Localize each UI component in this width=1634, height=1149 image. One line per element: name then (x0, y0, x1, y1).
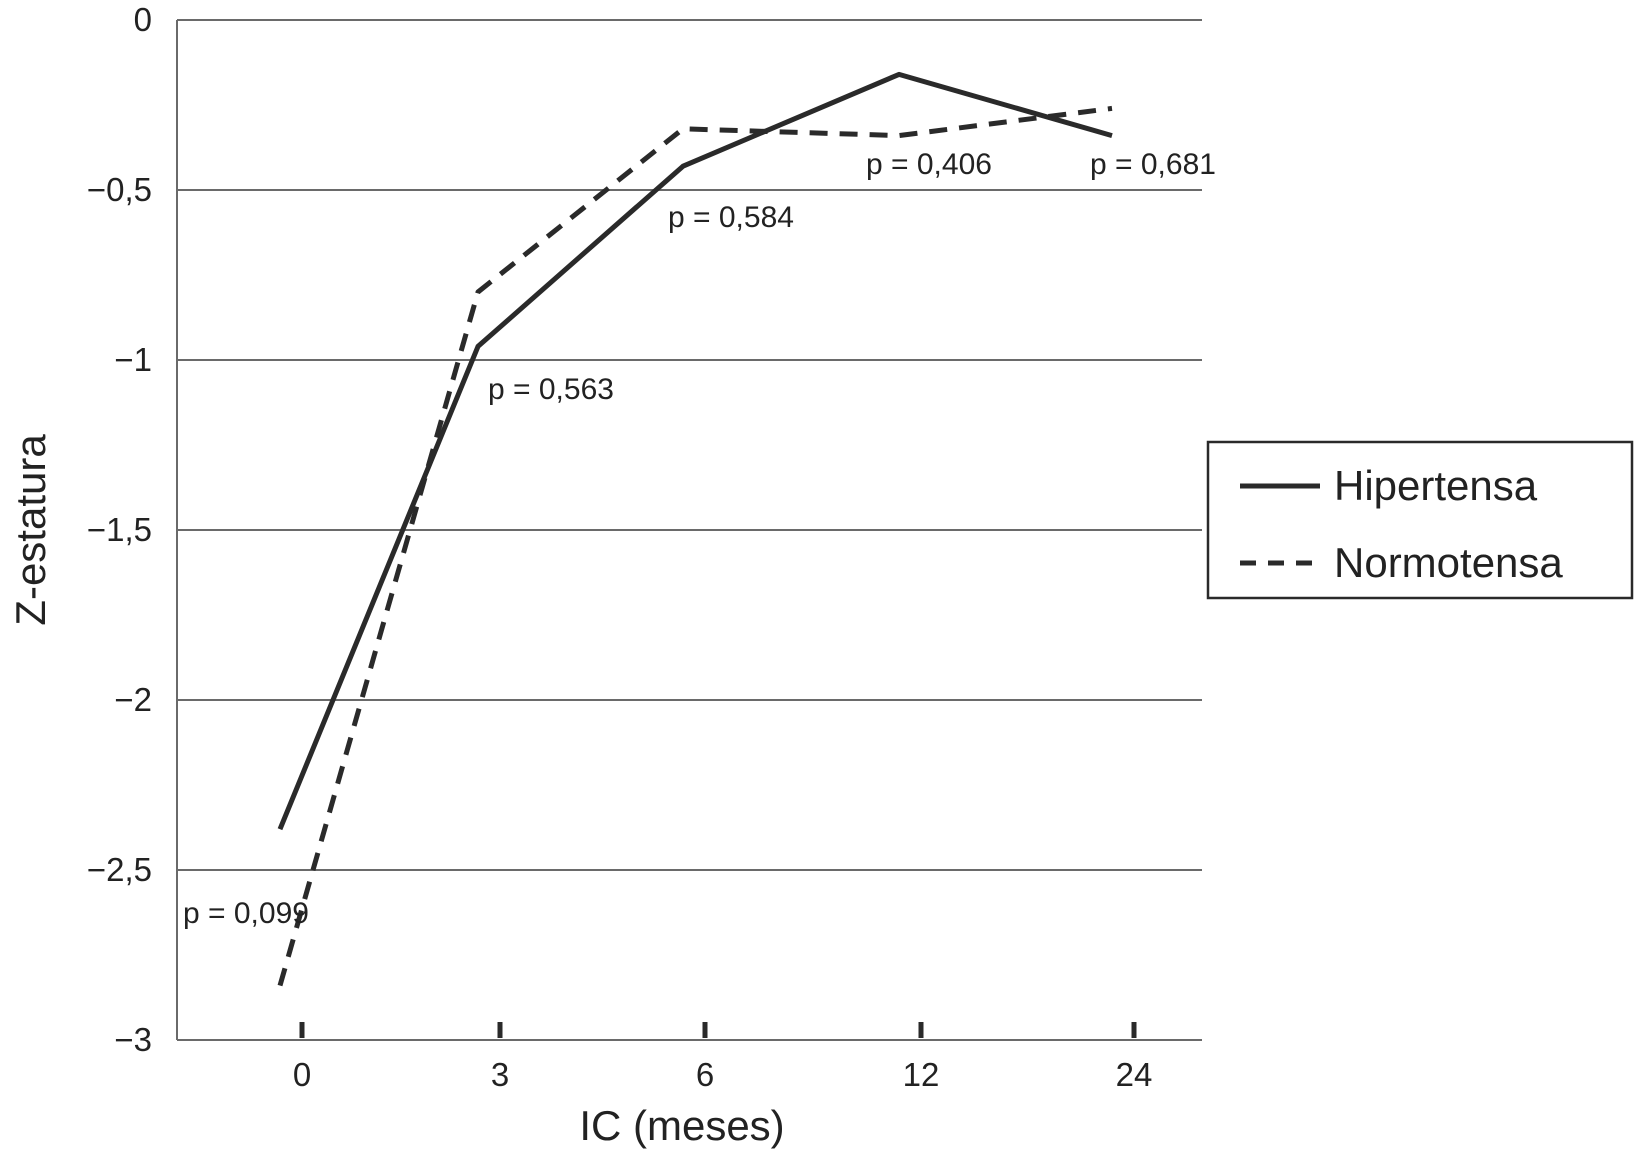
y-axis-label: Z-estatura (7, 434, 54, 626)
p-value-label: p = 0,099 (183, 897, 309, 930)
series-line-normotensa (277, 105, 1113, 987)
x-tick-label: 6 (696, 1056, 714, 1093)
x-tick-label: 12 (903, 1056, 940, 1093)
legend-box (1206, 440, 1634, 600)
y-tick-label: −1,5 (87, 511, 152, 548)
legend: Hipertensa Normotensa (1206, 440, 1634, 600)
y-tick-label: −2,5 (87, 851, 152, 888)
p-value-label: p = 0,681 (1090, 148, 1216, 181)
y-tick-label: −0,5 (87, 171, 152, 208)
y-tick-label: 0 (134, 1, 152, 38)
x-tick-label: 0 (293, 1056, 311, 1093)
p-value-label: p = 0,563 (488, 373, 614, 406)
x-tick-labels: 0 3 6 12 24 (293, 1022, 1153, 1093)
p-value-annotations: p = 0,099 p = 0,563 p = 0,584 p = 0,406 p = … (183, 148, 1216, 930)
y-tick-labels: 0 −0,5 −1 −1,5 −2 −2,5 −3 (87, 1, 152, 1058)
series-lines (277, 71, 1113, 987)
x-tick-label: 3 (491, 1056, 509, 1093)
x-tick-label: 24 (1116, 1056, 1153, 1093)
p-value-label: p = 0,406 (866, 148, 992, 181)
x-axis-label: IC (meses) (579, 1102, 784, 1149)
y-tick-label: −3 (114, 1021, 152, 1058)
series-line-hipertensa (277, 71, 1113, 831)
legend-label-hipertensa: Hipertensa (1334, 462, 1538, 509)
y-tick-label: −1 (114, 341, 152, 378)
legend-label-normotensa: Normotensa (1334, 539, 1563, 586)
p-value-label: p = 0,584 (668, 201, 794, 234)
y-tick-label: −2 (114, 681, 152, 718)
gridlines (177, 19, 1202, 1041)
